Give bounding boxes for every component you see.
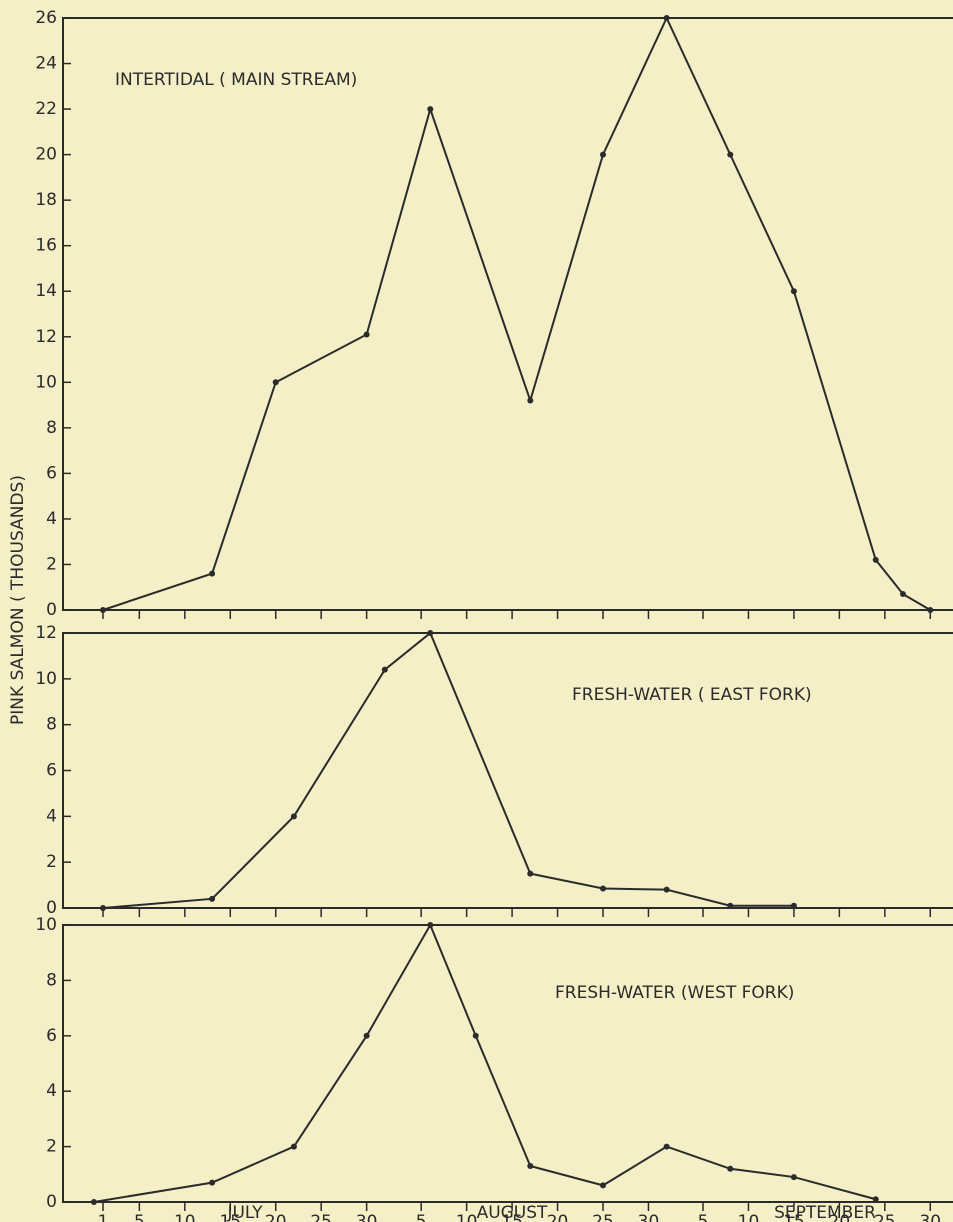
y-tick-label: 2 <box>46 554 57 574</box>
line <box>102 631 794 909</box>
y-tick-label: 18 <box>35 190 57 210</box>
y-tick-label: 2 <box>46 1137 57 1157</box>
y-tick-label: 6 <box>46 1026 57 1046</box>
y-tick-label: 2 <box>46 852 57 872</box>
point <box>272 379 279 386</box>
y-tick-label: 4 <box>46 806 57 826</box>
month-label: JULY <box>226 1203 263 1222</box>
y-tick-label: 26 <box>35 8 57 28</box>
point <box>727 1165 734 1172</box>
x-tick-label: 15 <box>501 1212 523 1222</box>
y-tick-label: 12 <box>35 623 57 643</box>
point <box>790 288 797 295</box>
y-tick-label: 16 <box>35 236 57 256</box>
y-tick-label: 12 <box>35 327 57 347</box>
point <box>363 331 370 338</box>
point <box>663 886 670 893</box>
point <box>927 607 934 613</box>
point <box>872 556 879 563</box>
x-tick-label: 10 <box>738 1212 760 1222</box>
point <box>727 151 734 158</box>
y-tick-label: 14 <box>35 281 57 301</box>
y-tick-label: 10 <box>35 915 57 935</box>
point <box>381 666 388 673</box>
y-tick-label: 6 <box>46 761 57 781</box>
x-tick-label: 15 <box>219 1212 241 1222</box>
x-tick-label: 5 <box>416 1212 427 1222</box>
panel-title: INTERTIDAL ( MAIN STREAM) <box>115 70 357 90</box>
month-label: AUGUST <box>477 1203 548 1222</box>
point <box>472 1032 479 1039</box>
y-tick-label: 8 <box>46 970 57 990</box>
point <box>790 1174 797 1181</box>
y-tick-label: 6 <box>46 463 57 483</box>
x-tick-label: 5 <box>134 1212 145 1222</box>
x-tick-label: 20 <box>265 1212 287 1222</box>
point <box>427 630 434 636</box>
x-tick-label: 10 <box>174 1212 196 1222</box>
y-tick-label: 4 <box>46 509 57 529</box>
y-tick-label: 24 <box>35 54 57 74</box>
x-tick-label: 30 <box>638 1212 660 1222</box>
y-tick-label: 20 <box>35 145 57 165</box>
point <box>100 607 106 613</box>
point <box>527 870 534 877</box>
x-tick-label: 15 <box>783 1212 805 1222</box>
y-tick-label: 4 <box>46 1081 57 1101</box>
point <box>90 1199 97 1205</box>
y-tick-label: 10 <box>35 372 57 392</box>
point <box>209 895 216 902</box>
point <box>663 1143 670 1150</box>
y-axis-label: PINK SALMON ( THOUSANDS) <box>8 475 28 725</box>
y-tick-label: 22 <box>35 99 57 119</box>
point <box>290 1143 297 1150</box>
x-tick-label: 25 <box>592 1212 614 1222</box>
point <box>527 397 534 404</box>
x-tick-label: 25 <box>310 1212 332 1222</box>
month-label: SEPTEMBER <box>774 1203 876 1222</box>
x-tick-label: 30 <box>356 1212 378 1222</box>
x-tick-label: 10 <box>456 1212 478 1222</box>
point <box>427 106 434 113</box>
point <box>600 885 606 892</box>
point <box>209 570 216 577</box>
panel-frame <box>62 924 953 1203</box>
y-tick-label: 8 <box>46 715 57 735</box>
point <box>872 1196 879 1203</box>
x-tick-label: 5 <box>698 1212 709 1222</box>
point <box>427 922 434 928</box>
y-tick-label: 0 <box>46 600 57 620</box>
point <box>290 813 297 820</box>
point <box>527 1162 534 1169</box>
x-tick-label: 20 <box>829 1212 851 1222</box>
panel-title: FRESH-WATER (WEST FORK) <box>555 983 794 1003</box>
x-tick-label: 30 <box>919 1212 941 1222</box>
point <box>600 1182 606 1189</box>
point <box>900 591 906 598</box>
point <box>209 1179 216 1186</box>
panel-title: FRESH-WATER ( EAST FORK) <box>572 685 812 705</box>
point <box>727 902 734 909</box>
y-tick-label: 0 <box>46 898 57 918</box>
x-tick-label: 1 <box>98 1212 109 1222</box>
line <box>93 922 876 1203</box>
x-tick-label: 20 <box>547 1212 569 1222</box>
point <box>663 15 670 21</box>
x-tick-label: 25 <box>874 1212 896 1222</box>
point <box>790 902 797 909</box>
point <box>100 905 106 911</box>
y-tick-label: 8 <box>46 418 57 438</box>
point <box>600 151 606 158</box>
y-tick-label: 0 <box>46 1192 57 1212</box>
y-tick-label: 10 <box>35 669 57 689</box>
point <box>363 1032 370 1039</box>
panel-frame <box>62 17 953 611</box>
